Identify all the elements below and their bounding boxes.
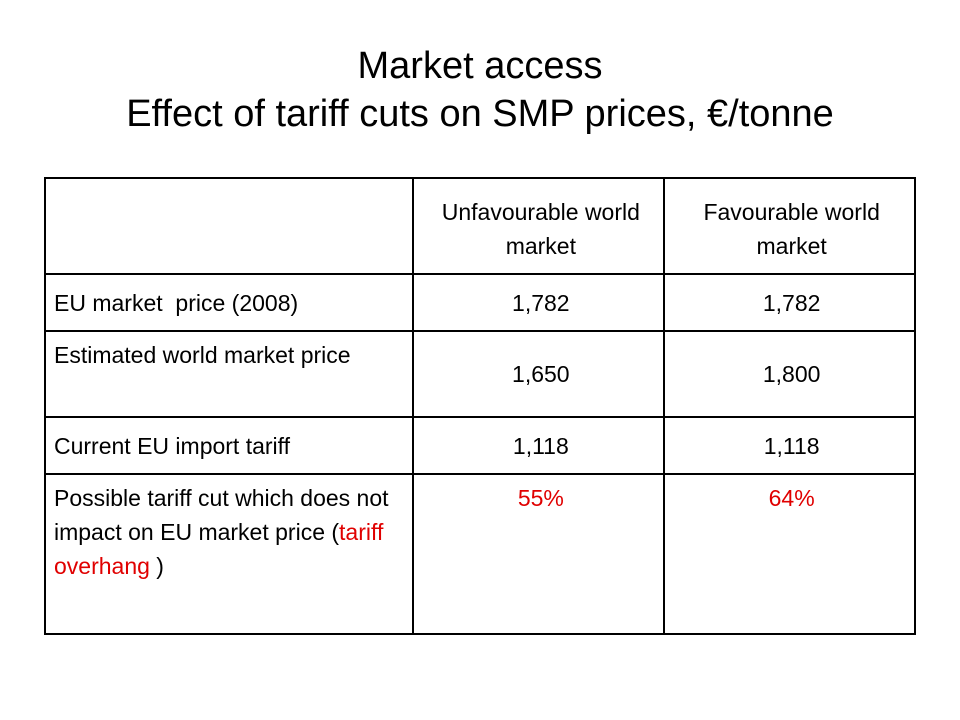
title-line-1: Market access <box>357 45 603 87</box>
header-empty-cell <box>43 177 415 275</box>
price-table: Unfavourable world market Favourable wor… <box>43 177 916 635</box>
row-label-suffix: ) <box>149 553 164 579</box>
slide-title: Market access Effect of tariff cuts on S… <box>0 42 960 138</box>
cell-unfavourable: 1,118 <box>412 416 666 475</box>
header-favourable: Favourable world market <box>663 177 916 275</box>
row-label: Possible tariff cut which does not impac… <box>43 473 415 635</box>
table-row: Current EU import tariff 1,118 1,118 <box>43 416 916 475</box>
tariff-overhang-highlight: tariff overhang <box>54 519 384 579</box>
table-row: Estimated world market price 1,650 1,800 <box>43 330 916 418</box>
table-row: EU market price (2008) 1,782 1,782 <box>43 273 916 332</box>
header-unfavourable: Unfavourable world market <box>412 177 666 275</box>
cell-unfavourable: 1,782 <box>412 273 666 332</box>
cell-favourable: 1,118 <box>663 416 916 475</box>
table-header-row: Unfavourable world market Favourable wor… <box>43 177 916 275</box>
cell-unfavourable: 1,650 <box>412 330 666 418</box>
cell-favourable: 1,782 <box>663 273 916 332</box>
row-label-prefix: Possible tariff cut which does not impac… <box>54 485 389 545</box>
row-label: Estimated world market price <box>43 330 415 418</box>
row-label: EU market price (2008) <box>43 273 415 332</box>
cell-favourable: 64% <box>663 473 916 635</box>
title-line-2: Effect of tariff cuts on SMP prices, €/t… <box>126 93 834 135</box>
cell-unfavourable: 55% <box>412 473 666 635</box>
table-row: Possible tariff cut which does not impac… <box>43 473 916 635</box>
cell-favourable: 1,800 <box>663 330 916 418</box>
row-label: Current EU import tariff <box>43 416 415 475</box>
